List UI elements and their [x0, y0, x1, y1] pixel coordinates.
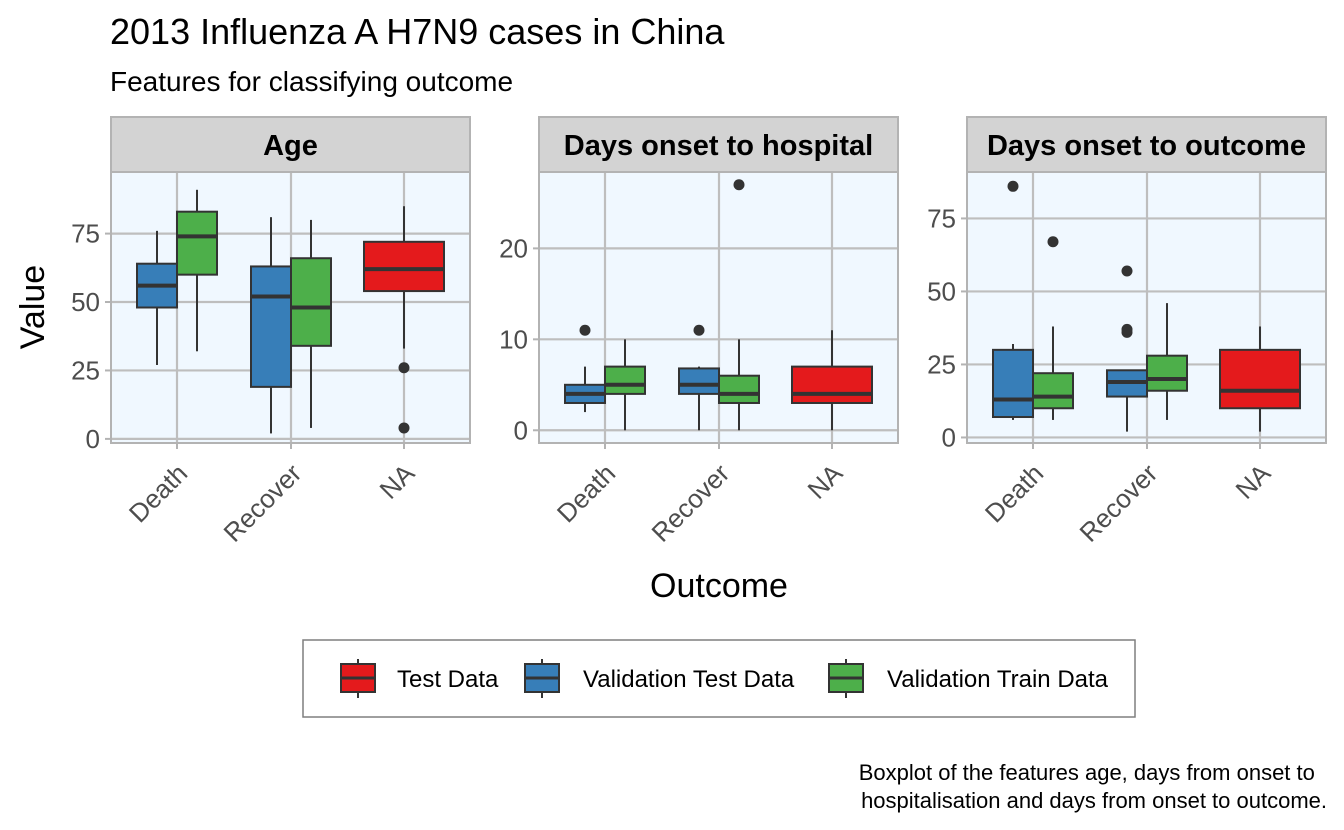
outlier-point [1121, 265, 1133, 277]
outlier-point [1047, 236, 1059, 248]
strip-days-onset-to-outcome [966, 116, 1327, 173]
x-tick-label-death: Death [979, 458, 1049, 528]
x-tick-label-recover: Recover [646, 458, 736, 548]
box-na-test-data [363, 206, 445, 434]
strip-days-onset-to-hospital [538, 116, 899, 173]
box-iqr [363, 240, 445, 293]
legend-box [302, 639, 1136, 718]
box-iqr [718, 374, 760, 404]
y-tick-label: 0 [514, 415, 528, 445]
outlier-point [1121, 323, 1133, 335]
box-recover-validation-test-data [1106, 265, 1148, 432]
y-tick-label: 0 [86, 424, 100, 454]
strip-label-days-onset-to-hospital: Days onset to hospital [564, 130, 873, 162]
box-iqr [1219, 348, 1301, 410]
box-recover-validation-test-data [678, 324, 720, 431]
legend-item-validation-test-data: Validation Test Data [524, 659, 795, 698]
box-na-test-data [791, 330, 873, 431]
legend-label: Validation Test Data [583, 666, 795, 693]
box-iqr [791, 365, 873, 404]
x-tick-label-death: Death [551, 458, 621, 528]
box-recover-validation-test-data [250, 217, 292, 434]
strip-age [110, 116, 471, 173]
box-iqr [176, 210, 218, 276]
y-tick-label: 75 [927, 203, 956, 233]
y-tick-label: 50 [927, 276, 956, 306]
box-recover-validation-train-data [718, 179, 760, 431]
box-iqr [992, 348, 1034, 419]
x-axis-title: Outcome [650, 567, 788, 605]
box-death-validation-test-data [564, 324, 606, 413]
box-death-validation-train-data [176, 189, 218, 352]
x-tick-label-recover: Recover [1074, 458, 1164, 548]
panel-days-onset-to-outcome: Days onset to outcome 0 25 50 75 Death Recover… [927, 116, 1327, 548]
legend-label: Test Data [397, 666, 499, 693]
legend-item-test-data: Test Data [340, 659, 499, 698]
box-death-validation-train-data [1032, 236, 1074, 420]
box-recover-validation-train-data [1146, 303, 1188, 420]
box-iqr [250, 265, 292, 388]
outlier-point [693, 324, 705, 336]
y-tick-label: 10 [499, 324, 528, 354]
y-tick-label: 75 [71, 219, 100, 249]
legend-label: Validation Train Data [887, 666, 1109, 693]
box-na-test-data [1219, 326, 1301, 432]
panel-age: Age 0 25 50 75 Death Recover NA [71, 116, 471, 548]
box-iqr [1146, 354, 1188, 392]
caption-line-1: Boxplot of the features age, days from o… [859, 760, 1315, 785]
caption: Boxplot of the features age, days from o… [859, 760, 1327, 813]
y-tick-label: 25 [927, 349, 956, 379]
x-tick-label-death: Death [123, 458, 193, 528]
outlier-point [398, 422, 410, 434]
outlier-point [1007, 180, 1019, 192]
x-tick-label-na: NA [373, 458, 420, 505]
panel-days-onset-to-hospital: Days onset to hospital 0 10 20 Death Recover N… [499, 116, 899, 548]
outlier-point [733, 179, 745, 191]
legend: Test Data Validation Test Data Validation … [302, 639, 1136, 718]
x-tick-label-na: NA [801, 458, 848, 505]
box-iqr [290, 257, 332, 347]
y-tick-label: 25 [71, 355, 100, 385]
caption-line-2: hospitalisation and days from onset to o… [861, 788, 1327, 813]
box-iqr [1032, 372, 1074, 410]
box-iqr [678, 367, 720, 395]
box-death-validation-test-data [136, 230, 178, 365]
chart-title: 2013 Influenza A H7N9 cases in China [110, 11, 725, 52]
y-tick-label: 0 [942, 422, 956, 452]
y-tick-label: 50 [71, 287, 100, 317]
y-tick-label: 20 [499, 233, 528, 263]
x-tick-label-recover: Recover [218, 458, 308, 548]
y-axis-title: Value [14, 265, 52, 349]
strip-label-days-onset-to-outcome: Days onset to outcome [987, 130, 1306, 162]
box-iqr [604, 365, 646, 395]
legend-item-validation-train-data: Validation Train Data [828, 659, 1109, 698]
outlier-point [398, 362, 410, 374]
box-recover-validation-train-data [290, 219, 332, 428]
box-death-validation-train-data [604, 339, 646, 431]
strip-label-age: Age [263, 130, 318, 162]
x-tick-label-na: NA [1229, 458, 1276, 505]
outlier-point [579, 324, 591, 336]
chart-subtitle: Features for classifying outcome [110, 66, 513, 97]
